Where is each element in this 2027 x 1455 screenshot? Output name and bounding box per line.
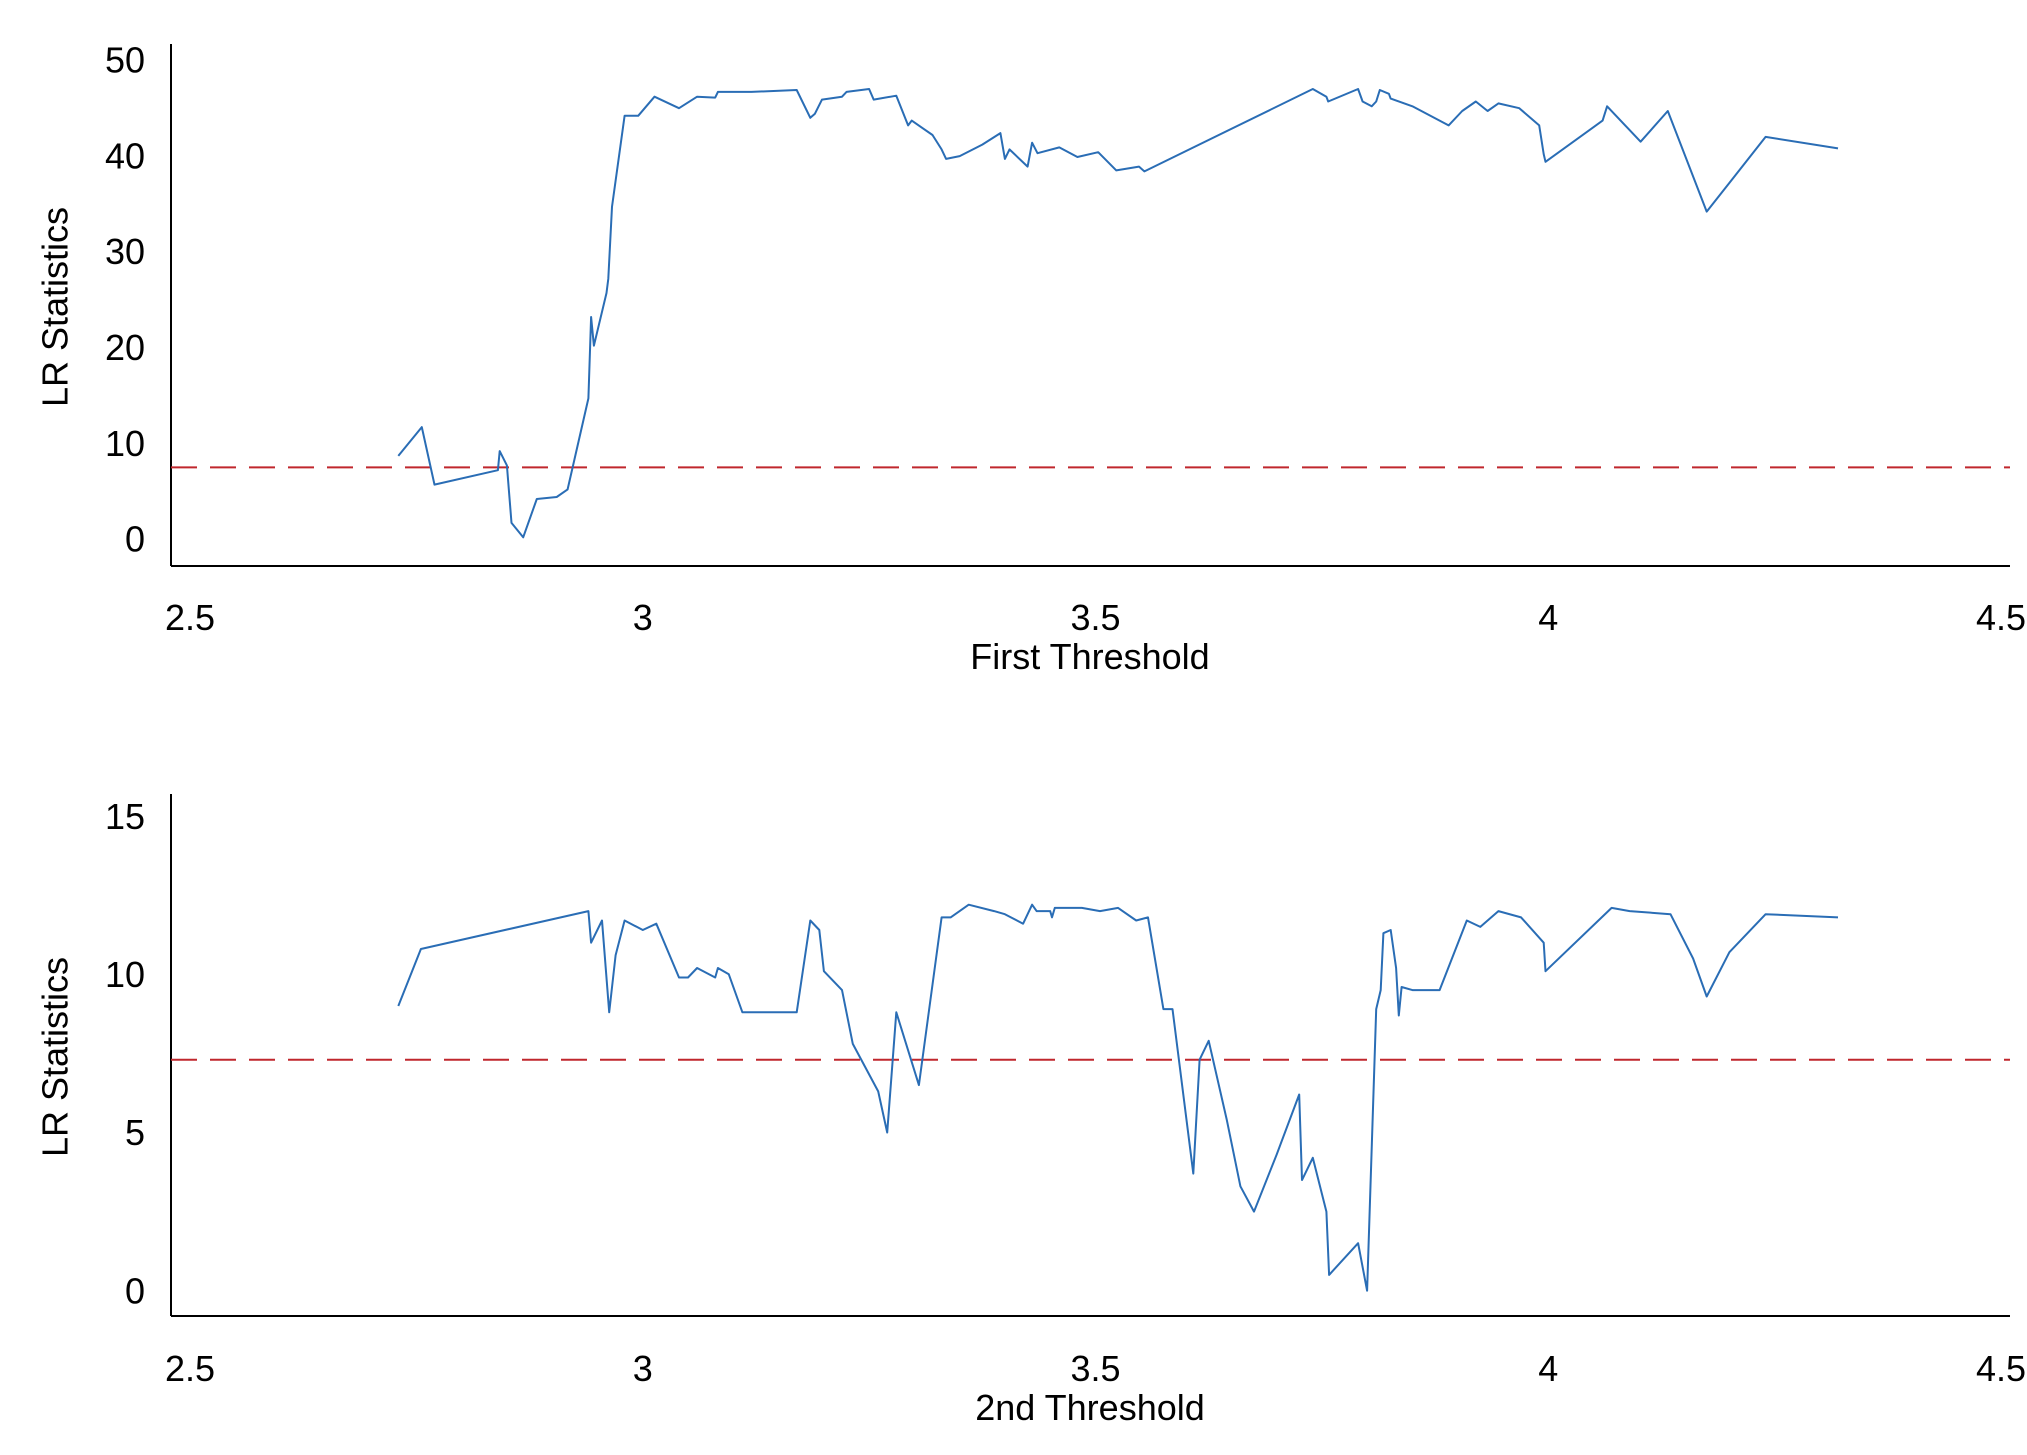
x-tick-label: 3.5 bbox=[1070, 597, 1120, 638]
y-axis-title: LR Statistics bbox=[35, 957, 76, 1157]
x-tick-label: 2.5 bbox=[165, 1348, 215, 1389]
x-tick-label: 3.5 bbox=[1070, 1348, 1120, 1389]
y-tick-label: 10 bbox=[105, 423, 145, 464]
y-tick-label: 20 bbox=[105, 327, 145, 368]
y-tick-label: 40 bbox=[105, 135, 145, 176]
x-axis-title: First Threshold bbox=[970, 636, 1209, 677]
chart-panel-first-threshold: 0 10 20 30 40 50 2.5 3 3.5 4 4.5 LR Statistics Fi… bbox=[35, 40, 2027, 677]
x-tick-label: 4 bbox=[1538, 1348, 1558, 1389]
x-tick-label: 4.5 bbox=[1976, 1348, 2026, 1389]
lr-statistic-line bbox=[397, 903, 1839, 1292]
y-tick-label: 15 bbox=[105, 796, 145, 837]
y-tick-label: 10 bbox=[105, 954, 145, 995]
x-tick-label: 4.5 bbox=[1976, 597, 2026, 638]
y-tick-label: 30 bbox=[105, 231, 145, 272]
y-tick-label: 50 bbox=[105, 40, 145, 81]
lr-statistic-line bbox=[397, 88, 1839, 539]
x-tick-label: 2.5 bbox=[165, 597, 215, 638]
x-tick-label: 3 bbox=[633, 1348, 653, 1389]
y-tick-label: 5 bbox=[125, 1112, 145, 1153]
x-tick-label: 4 bbox=[1538, 597, 1558, 638]
y-tick-label: 0 bbox=[125, 519, 145, 560]
x-axis-title: 2nd Threshold bbox=[975, 1387, 1205, 1428]
y-axis-title: LR Statistics bbox=[35, 207, 76, 407]
y-tick-label: 0 bbox=[125, 1270, 145, 1311]
chart-panel-second-threshold: 0 5 10 15 2.5 3 3.5 4 4.5 LR Statistics 2nd Thr… bbox=[35, 794, 2026, 1428]
x-tick-label: 3 bbox=[633, 597, 653, 638]
